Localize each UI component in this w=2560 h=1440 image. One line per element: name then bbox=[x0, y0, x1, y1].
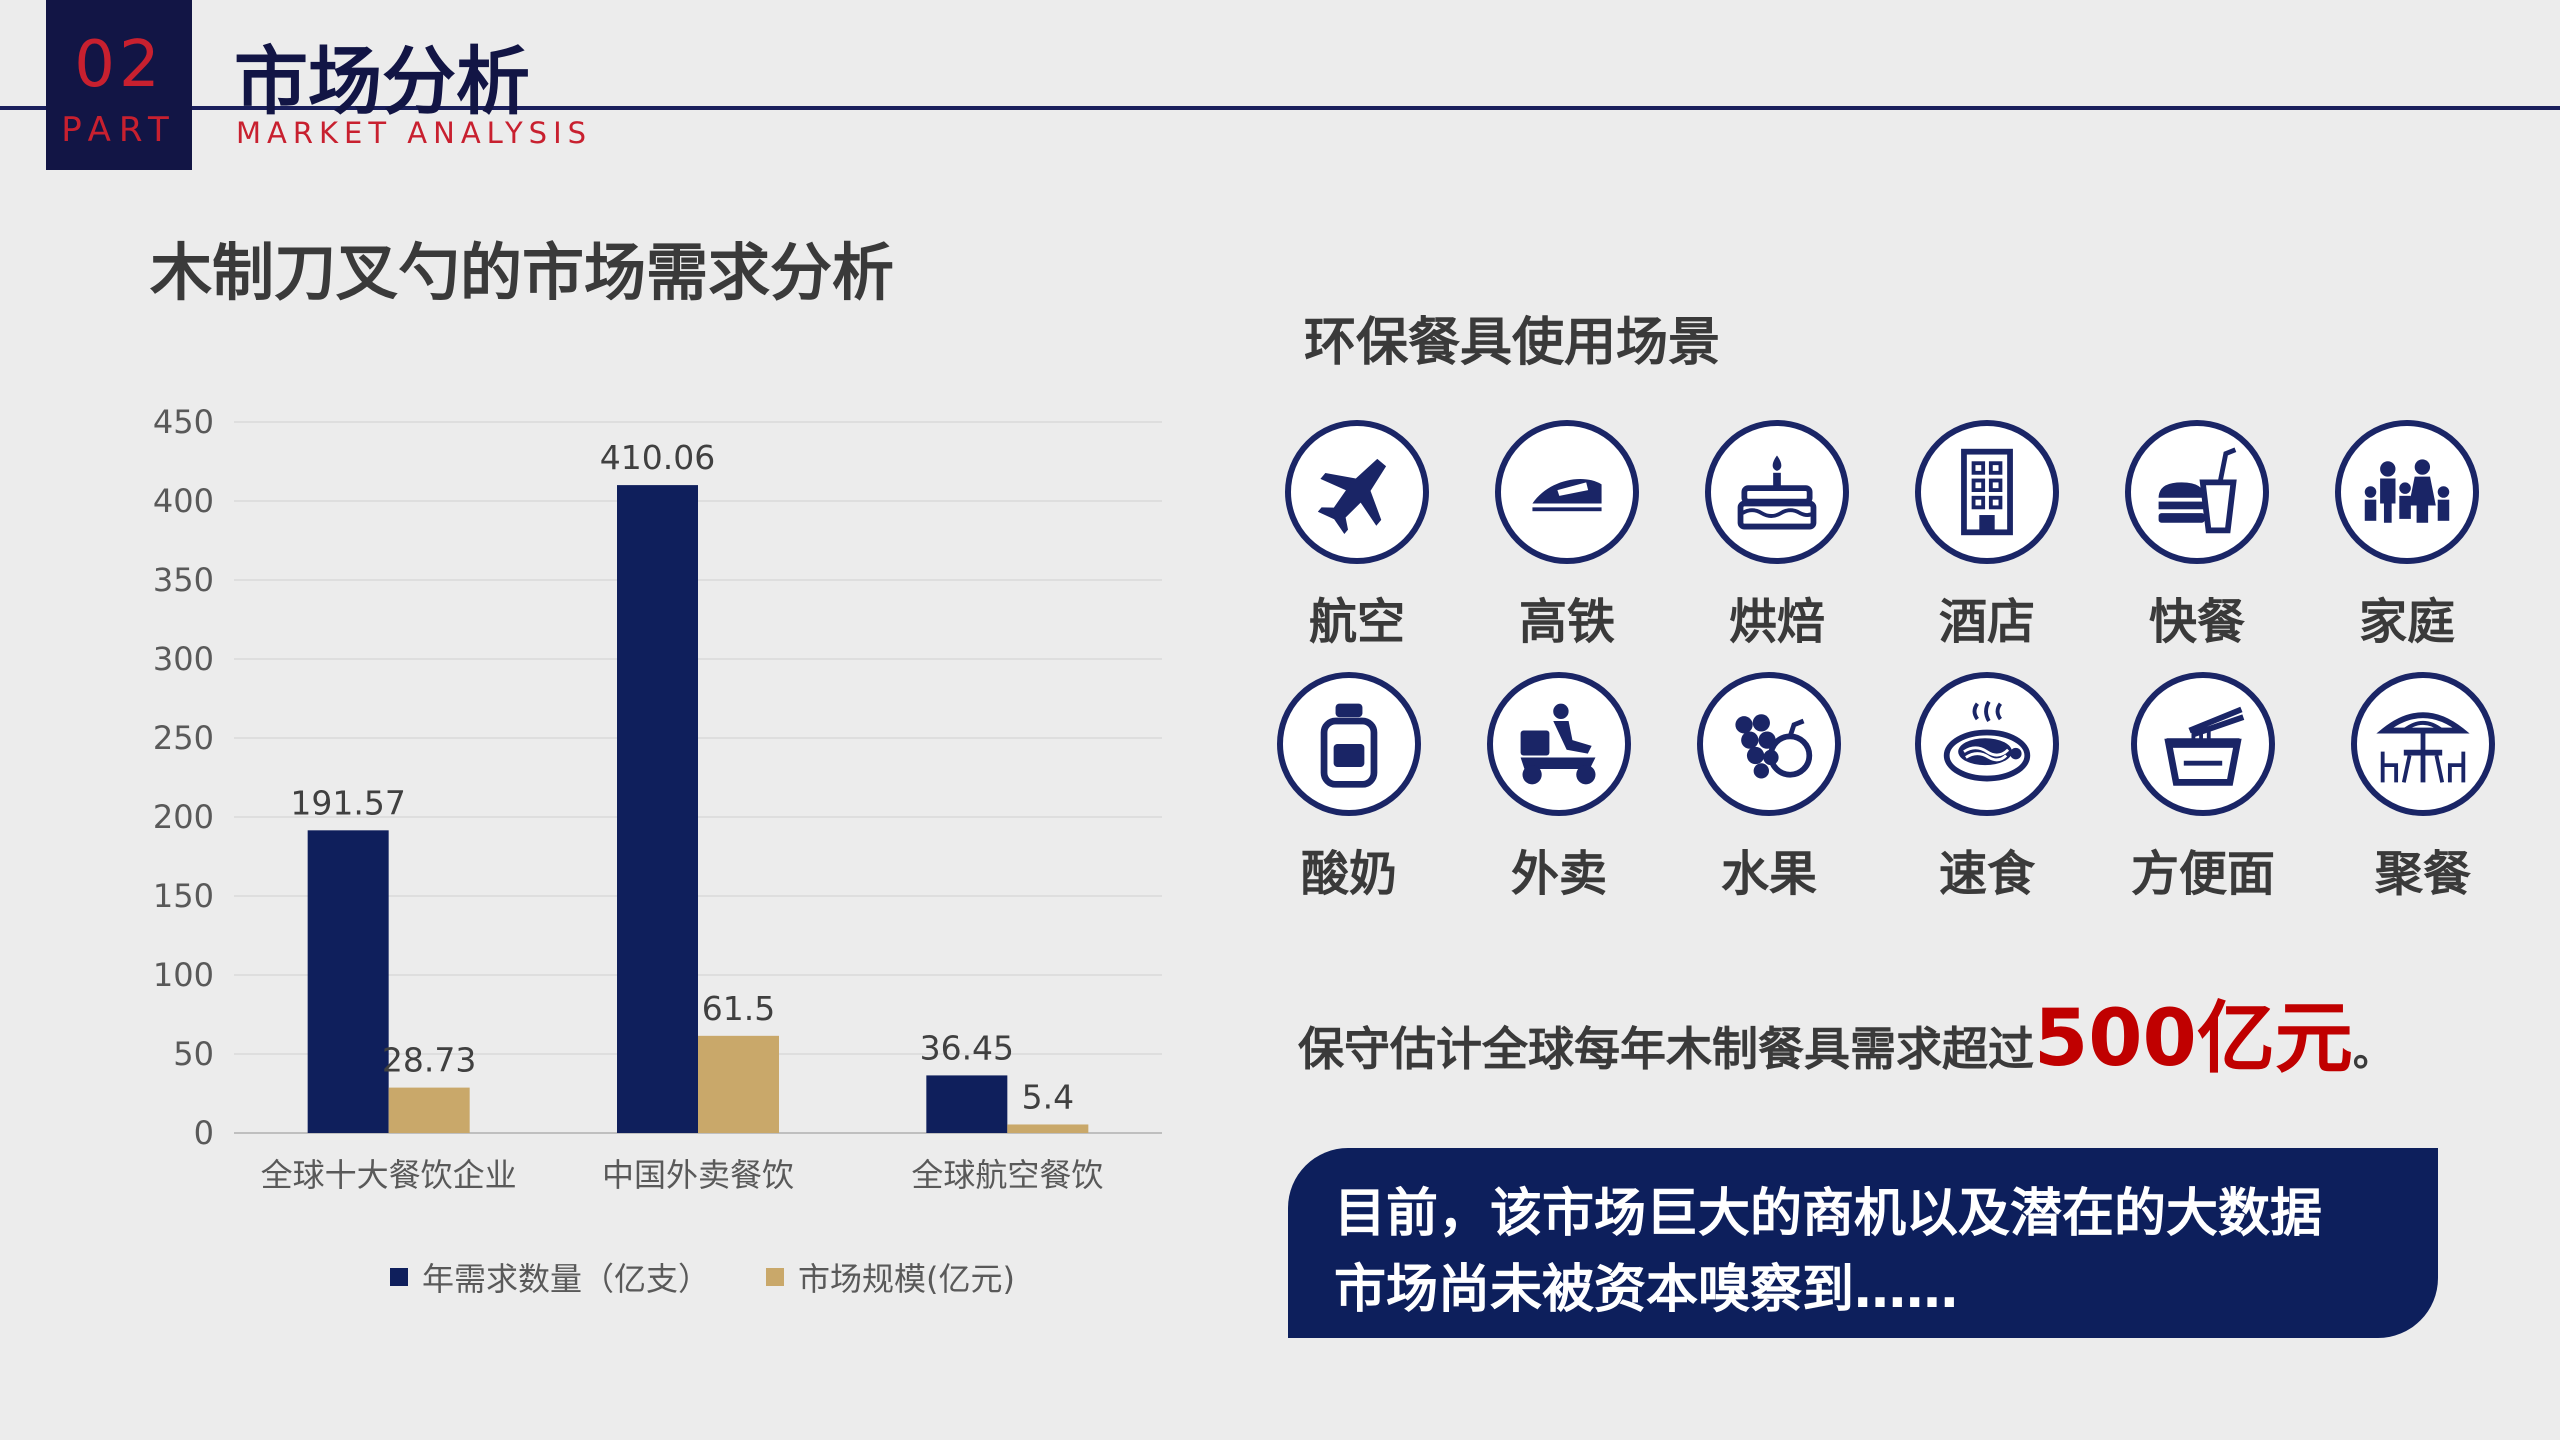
cake-icon bbox=[1705, 420, 1849, 564]
legend-swatch-market bbox=[766, 1268, 785, 1286]
bar-chart: 0 50 100 150 200 250 300 350 400 450 191.57 28.73 全球… bbox=[153, 403, 1162, 1194]
scene-label: 烘焙 bbox=[1728, 594, 1825, 650]
scene-hotel: 酒店 bbox=[1892, 420, 2082, 652]
train-icon bbox=[1495, 420, 1639, 564]
scene-label: 外卖 bbox=[1510, 846, 1607, 902]
part-number: 02 bbox=[74, 28, 164, 102]
legend-label-demand: 年需求数量（亿支） bbox=[422, 1260, 711, 1298]
scene-label: 家庭 bbox=[2358, 594, 2455, 650]
bar-market bbox=[388, 1087, 470, 1133]
instant-noodle-icon bbox=[2131, 672, 2275, 816]
header-divider bbox=[0, 106, 2560, 110]
legend-item-demand: 年需求数量（亿支） bbox=[390, 1254, 710, 1300]
data-label: 410.06 bbox=[600, 438, 715, 477]
y-tick-label: 400 bbox=[153, 482, 214, 520]
y-tick-label: 200 bbox=[153, 798, 214, 836]
y-tick-label: 350 bbox=[153, 561, 214, 599]
page-title: 市场分析 bbox=[234, 39, 530, 125]
delivery-scooter-icon bbox=[1487, 672, 1631, 816]
data-label: 191.57 bbox=[290, 783, 405, 822]
y-tick-label: 250 bbox=[153, 719, 214, 757]
scene-label: 酸奶 bbox=[1300, 846, 1397, 902]
x-category-label: 中国外卖餐饮 bbox=[602, 1156, 794, 1194]
y-tick-label: 300 bbox=[153, 640, 214, 678]
scene-delivery: 外卖 bbox=[1464, 672, 1654, 904]
data-label: 61.5 bbox=[702, 989, 775, 1028]
estimate-suffix: 。 bbox=[2352, 1029, 2393, 1075]
yogurt-icon bbox=[1277, 672, 1421, 816]
scene-label: 方便面 bbox=[2130, 846, 2275, 902]
conclusion-banner: 目前，该市场巨大的商机以及潜在的大数据 市场尚未被资本嗅察到…… bbox=[1288, 1148, 2438, 1338]
bar-market bbox=[1007, 1124, 1089, 1133]
scene-fruit: 水果 bbox=[1674, 672, 1864, 904]
scene-label: 快餐 bbox=[2148, 594, 2245, 650]
y-tick-label: 0 bbox=[194, 1114, 214, 1152]
data-label: 36.45 bbox=[920, 1028, 1014, 1067]
scene-gathering: 聚餐 bbox=[2328, 672, 2518, 904]
scene-airplane: 航空 bbox=[1262, 420, 1452, 652]
scene-label: 高铁 bbox=[1518, 594, 1615, 650]
legend-label-market: 市场规模(亿元) bbox=[798, 1260, 1015, 1298]
x-category-label: 全球航空餐饮 bbox=[911, 1156, 1103, 1194]
scene-instant-noodle: 方便面 bbox=[2108, 672, 2298, 904]
bar-market bbox=[698, 1035, 779, 1133]
noodle-plate-icon bbox=[1915, 672, 2059, 816]
scene-fastfood: 快餐 bbox=[2102, 420, 2292, 652]
estimate-prefix: 保守估计全球每年木制餐具需求超过 bbox=[1298, 1022, 2034, 1076]
y-tick-label: 150 bbox=[153, 877, 214, 915]
page-subtitle: MARKET ANALYSIS bbox=[236, 116, 593, 150]
banner-line-2: 市场尚未被资本嗅察到…… bbox=[1334, 1260, 1959, 1320]
chart-title: 木制刀叉勺的市场需求分析 bbox=[150, 236, 895, 309]
banner-line-1: 目前，该市场巨大的商机以及潜在的大数据 bbox=[1334, 1184, 2323, 1244]
bar-demand bbox=[926, 1075, 1008, 1133]
scene-label: 速食 bbox=[1938, 846, 2035, 902]
bar-demand bbox=[617, 485, 698, 1133]
data-label: 5.4 bbox=[1022, 1077, 1074, 1116]
scene-yogurt: 酸奶 bbox=[1254, 672, 1444, 904]
scene-family: 家庭 bbox=[2312, 420, 2502, 652]
part-label: PART bbox=[61, 110, 177, 150]
y-tick-label: 100 bbox=[153, 956, 214, 994]
airplane-icon bbox=[1285, 420, 1429, 564]
parasol-table-icon bbox=[2351, 672, 2495, 816]
estimate-highlight: 500亿元 bbox=[2034, 994, 2353, 1084]
scene-baking: 烘焙 bbox=[1682, 420, 1872, 652]
data-label: 28.73 bbox=[382, 1041, 476, 1080]
hotel-icon bbox=[1915, 420, 2059, 564]
bar-demand bbox=[307, 830, 389, 1133]
x-category-label: 全球十大餐饮企业 bbox=[261, 1156, 517, 1194]
family-icon bbox=[2335, 420, 2479, 564]
estimate-text: 保守估计全球每年木制餐具需求超过500亿元。 bbox=[1298, 976, 2393, 1088]
y-tick-label: 450 bbox=[153, 403, 214, 441]
fast-food-icon bbox=[2125, 420, 2269, 564]
scene-train: 高铁 bbox=[1472, 420, 1662, 652]
scene-label: 水果 bbox=[1720, 846, 1817, 902]
scene-label: 聚餐 bbox=[2374, 846, 2471, 902]
scenes-title: 环保餐具使用场景 bbox=[1304, 313, 1721, 373]
scene-label: 航空 bbox=[1308, 594, 1405, 650]
part-badge: 02 PART bbox=[46, 0, 192, 170]
legend-swatch-demand bbox=[390, 1268, 408, 1286]
chart-legend: 年需求数量（亿支） 市场规模(亿元) bbox=[390, 1254, 1015, 1300]
fruit-icon bbox=[1697, 672, 1841, 816]
legend-item-market: 市场规模(亿元) bbox=[766, 1254, 1015, 1300]
y-tick-label: 50 bbox=[173, 1035, 214, 1073]
scene-quickfood: 速食 bbox=[1892, 672, 2082, 904]
scene-label: 酒店 bbox=[1938, 594, 2035, 650]
